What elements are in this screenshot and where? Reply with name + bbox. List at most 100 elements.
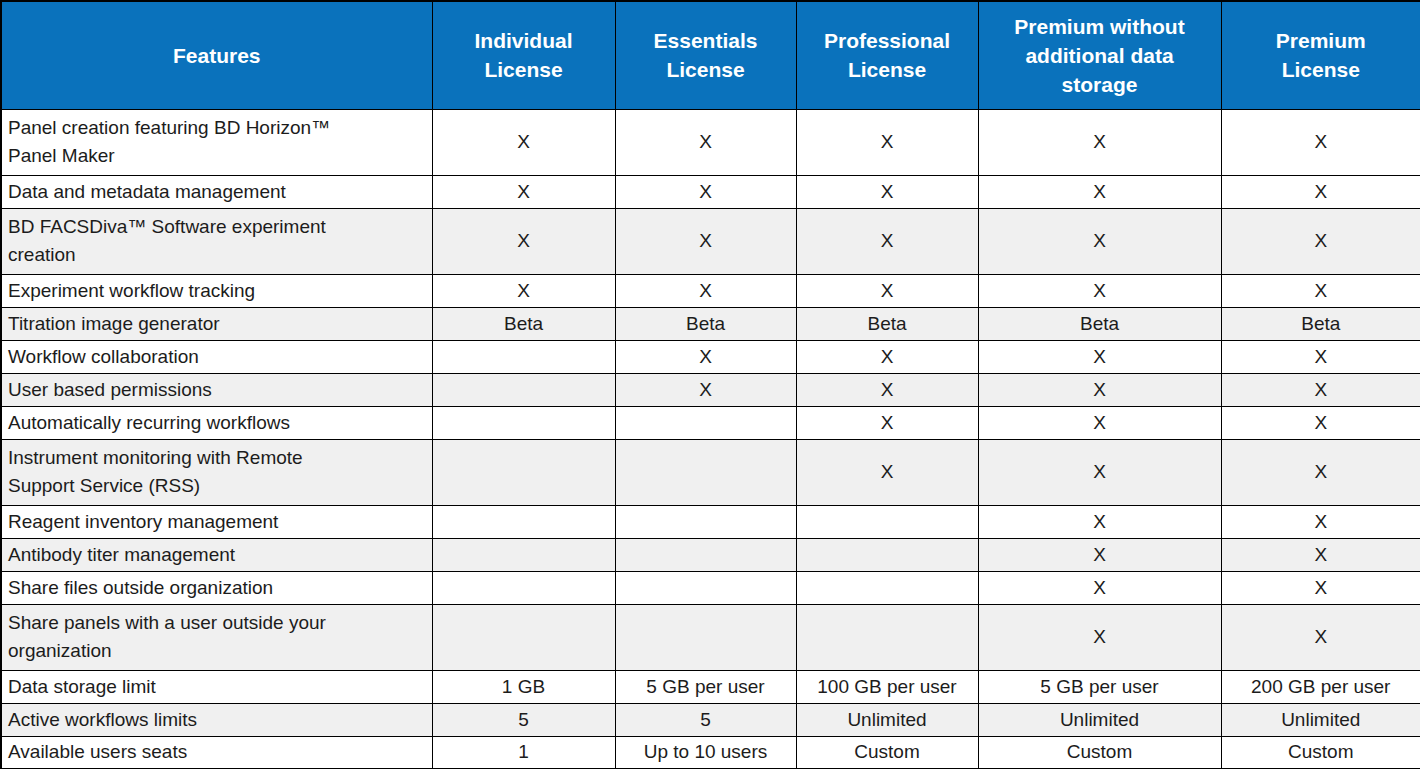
table-body: Panel creation featuring BD Horizon™ Pan… — [1, 109, 1420, 769]
feature-value-cell: Beta — [1221, 307, 1420, 340]
feature-label-cell: Workflow collaboration — [1, 340, 432, 373]
feature-value-cell: Unlimited — [1221, 703, 1420, 736]
feature-value-cell: X — [1221, 439, 1420, 505]
feature-value-cell: X — [978, 538, 1221, 571]
feature-value-cell: X — [432, 109, 615, 175]
table-row: Share files outside organization XX — [1, 571, 1420, 604]
feature-value-cell: X — [978, 571, 1221, 604]
column-header: Premium License — [1221, 1, 1420, 109]
feature-value-cell — [432, 373, 615, 406]
feature-value-cell: X — [796, 175, 978, 208]
feature-value-cell — [432, 340, 615, 373]
table-row: Instrument monitoring with Remote Suppor… — [1, 439, 1420, 505]
feature-value-cell: X — [796, 109, 978, 175]
feature-value-cell: X — [615, 274, 796, 307]
table-row: Data and metadata managementXXXXX — [1, 175, 1420, 208]
feature-value-cell: Unlimited — [796, 703, 978, 736]
feature-label-cell: User based permissions — [1, 373, 432, 406]
table-row: Antibody titer management XX — [1, 538, 1420, 571]
feature-value-cell: X — [432, 175, 615, 208]
feature-value-cell: X — [978, 274, 1221, 307]
feature-value-cell: X — [1221, 505, 1420, 538]
feature-value-cell: Unlimited — [978, 703, 1221, 736]
feature-label-cell: Data and metadata management — [1, 175, 432, 208]
table-row: Available users seats1Up to 10 usersCust… — [1, 736, 1420, 769]
feature-value-cell — [432, 538, 615, 571]
table-row: User based permissionsXXXX — [1, 373, 1420, 406]
feature-value-cell: 100 GB per user — [796, 670, 978, 703]
feature-value-cell — [432, 439, 615, 505]
feature-value-cell — [615, 538, 796, 571]
feature-value-cell: X — [1221, 571, 1420, 604]
feature-value-cell: X — [978, 505, 1221, 538]
feature-value-cell: 1 — [432, 736, 615, 769]
feature-value-cell: X — [615, 373, 796, 406]
feature-label-cell: BD FACSDiva™ Software experiment creatio… — [1, 208, 432, 274]
feature-label-cell: Reagent inventory management — [1, 505, 432, 538]
feature-value-cell: Custom — [1221, 736, 1420, 769]
feature-value-cell: X — [1221, 373, 1420, 406]
feature-value-cell: X — [432, 208, 615, 274]
table-row: Workflow collaborationXXXX — [1, 340, 1420, 373]
header-row: FeaturesIndividual LicenseEssentials Lic… — [1, 1, 1420, 109]
feature-value-cell — [796, 571, 978, 604]
feature-value-cell: X — [1221, 208, 1420, 274]
feature-value-cell: 5 GB per user — [615, 670, 796, 703]
feature-value-cell: X — [796, 439, 978, 505]
column-header: Professional License — [796, 1, 978, 109]
column-header: Features — [1, 1, 432, 109]
feature-value-cell: X — [615, 208, 796, 274]
feature-label-cell: Share panels with a user outside your or… — [1, 604, 432, 670]
feature-value-cell: 5 — [432, 703, 615, 736]
feature-value-cell: X — [1221, 406, 1420, 439]
feature-value-cell: X — [1221, 538, 1420, 571]
feature-value-cell: X — [615, 109, 796, 175]
feature-value-cell: X — [796, 208, 978, 274]
feature-value-cell: X — [615, 340, 796, 373]
feature-value-cell: 5 GB per user — [978, 670, 1221, 703]
feature-value-cell — [796, 604, 978, 670]
feature-label-cell: Share files outside organization — [1, 571, 432, 604]
feature-value-cell — [432, 604, 615, 670]
feature-value-cell: Beta — [796, 307, 978, 340]
feature-value-cell: 200 GB per user — [1221, 670, 1420, 703]
feature-value-cell: X — [978, 604, 1221, 670]
column-header: Premium without additional data storage — [978, 1, 1221, 109]
feature-value-cell: X — [796, 340, 978, 373]
feature-label-cell: Data storage limit — [1, 670, 432, 703]
feature-label-cell: Available users seats — [1, 736, 432, 769]
feature-value-cell: X — [615, 175, 796, 208]
feature-value-cell: X — [1221, 274, 1420, 307]
feature-value-cell: X — [1221, 340, 1420, 373]
table-row: Data storage limit1 GB5 GB per user100 G… — [1, 670, 1420, 703]
feature-value-cell: X — [978, 109, 1221, 175]
feature-value-cell: X — [978, 208, 1221, 274]
column-header: Essentials License — [615, 1, 796, 109]
feature-value-cell — [615, 604, 796, 670]
feature-value-cell — [615, 571, 796, 604]
feature-label-cell: Titration image generator — [1, 307, 432, 340]
feature-value-cell: Up to 10 users — [615, 736, 796, 769]
feature-label-cell: Antibody titer management — [1, 538, 432, 571]
feature-value-cell: X — [1221, 175, 1420, 208]
table-row: Reagent inventory management XX — [1, 505, 1420, 538]
feature-value-cell: Beta — [615, 307, 796, 340]
feature-value-cell — [615, 439, 796, 505]
feature-label-cell: Experiment workflow tracking — [1, 274, 432, 307]
feature-value-cell: Custom — [796, 736, 978, 769]
feature-label-cell: Active workflows limits — [1, 703, 432, 736]
feature-label-cell: Instrument monitoring with Remote Suppor… — [1, 439, 432, 505]
feature-value-cell: 5 — [615, 703, 796, 736]
feature-value-cell: X — [796, 274, 978, 307]
feature-value-cell: 1 GB — [432, 670, 615, 703]
feature-value-cell: Beta — [978, 307, 1221, 340]
table-row: Share panels with a user outside your or… — [1, 604, 1420, 670]
feature-value-cell: Custom — [978, 736, 1221, 769]
feature-value-cell: X — [978, 175, 1221, 208]
feature-value-cell: X — [978, 340, 1221, 373]
feature-value-cell: X — [796, 373, 978, 406]
table-row: BD FACSDiva™ Software experiment creatio… — [1, 208, 1420, 274]
feature-value-cell — [432, 406, 615, 439]
feature-value-cell — [432, 571, 615, 604]
feature-label-cell: Automatically recurring workflows — [1, 406, 432, 439]
